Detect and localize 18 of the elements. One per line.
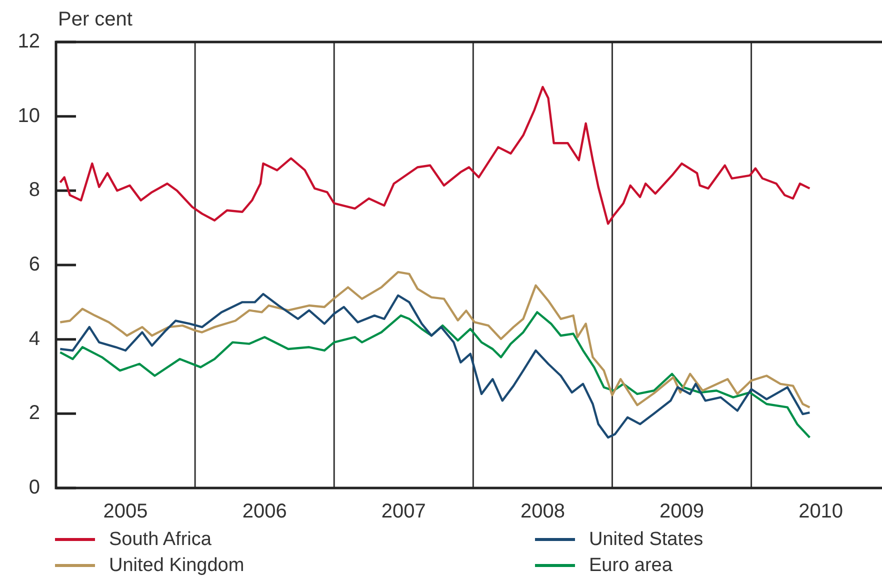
- x-tick-label: 2007: [381, 500, 426, 523]
- x-tick-label: 2010: [798, 500, 844, 523]
- legend-label: Euro area: [589, 554, 672, 576]
- x-tick-label: 2008: [520, 500, 565, 523]
- y-tick-label: 4: [28, 328, 40, 350]
- legend-label: United Kingdom: [109, 554, 244, 576]
- legend-label: United States: [589, 528, 704, 550]
- y-tick-label: 0: [28, 476, 40, 499]
- y-tick-label: 10: [18, 104, 40, 127]
- x-tick-label: 2005: [103, 500, 148, 523]
- y-tick-label: 6: [28, 254, 40, 276]
- x-tick-label: 2006: [242, 500, 287, 523]
- y-tick-label: 8: [28, 179, 40, 202]
- y-axis-title: Per cent: [58, 8, 133, 31]
- legend-label: South Africa: [109, 528, 212, 550]
- y-tick-label: 12: [18, 30, 40, 53]
- x-tick-label: 2009: [660, 500, 704, 523]
- y-tick-label: 2: [28, 402, 40, 424]
